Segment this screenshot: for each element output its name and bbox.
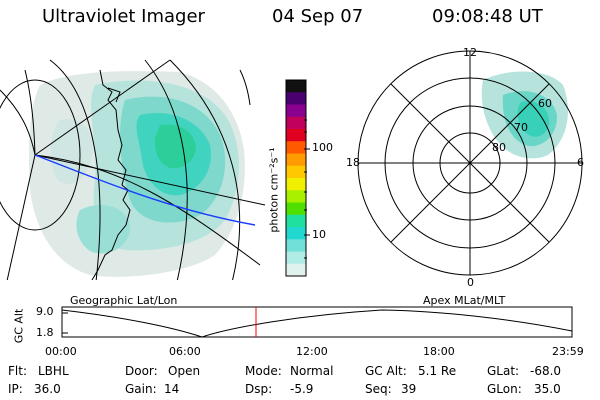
time-tick-2359: 23:59	[552, 345, 584, 358]
colorbar-segment	[286, 129, 306, 142]
altitude-curve	[61, 309, 573, 338]
altitude-plot	[61, 306, 573, 338]
colorbar-segment	[286, 92, 306, 105]
flt-label: Flt:	[8, 364, 27, 378]
mlat-label-60: 60	[538, 97, 552, 110]
gain-label: Gain:	[125, 382, 157, 396]
colorbar-segment	[286, 251, 306, 265]
door-label: Door:	[125, 364, 158, 378]
altitude-axis-label: GC Alt	[12, 308, 26, 344]
mlat-label-80: 80	[492, 141, 506, 154]
door-value: Open	[168, 364, 201, 378]
glat-value: -68.0	[530, 364, 562, 378]
apex-panel-label: Apex MLat/MLT	[423, 294, 506, 307]
flt-value: LBHL	[38, 364, 69, 378]
colorbar-segment	[286, 80, 306, 93]
date-label: 04 Sep 07	[272, 6, 364, 27]
colorbar-segment	[286, 263, 306, 277]
geographic-panel-label: Geographic Lat/Lon	[70, 294, 178, 307]
time-tick-1200: 12:00	[296, 345, 328, 358]
polar-emission-region	[481, 71, 568, 159]
colorbar-tick-10: 10	[312, 228, 326, 241]
time-tick-0600: 06:00	[169, 345, 201, 358]
dsp-label: Dsp:	[245, 382, 273, 396]
aurora-emission-region	[29, 71, 245, 277]
polar-plot	[357, 50, 583, 276]
instrument-title: Ultraviolet Imager	[42, 6, 205, 27]
ip-value: 36.0	[34, 382, 61, 396]
colorbar-border	[285, 79, 307, 277]
mode-label: Mode:	[245, 364, 282, 378]
mlt-label-18: 18	[346, 156, 360, 169]
colorbar-segment	[286, 116, 306, 130]
colorbar-ticks	[304, 119, 310, 259]
colorbar-segment	[286, 104, 306, 118]
dsp-value: -5.9	[290, 382, 314, 396]
gc-alt-label: GC Alt:	[365, 364, 407, 378]
coastline-outline	[91, 69, 131, 280]
orbit-track	[34, 154, 256, 226]
colorbar-segment	[286, 227, 306, 240]
colorbar-segment	[286, 214, 306, 228]
mlt-label-12: 12	[463, 46, 477, 59]
seq-label: Seq:	[365, 382, 392, 396]
colorbar	[285, 79, 307, 277]
mlt-label-0: 0	[467, 276, 474, 289]
time-tick-1800: 18:00	[423, 345, 455, 358]
mlt-label-6: 6	[577, 156, 584, 169]
time-label: 09:08:48 UT	[432, 6, 543, 27]
colorbar-segment	[286, 141, 306, 154]
colorbar-unit-label: photon cm⁻²s⁻¹	[267, 147, 281, 233]
glon-value: 35.0	[534, 382, 561, 396]
colorbar-segment	[286, 165, 306, 179]
seq-value: 39	[401, 382, 417, 396]
glat-label: GLat:	[487, 364, 520, 378]
colorbar-tick-100: 100	[312, 141, 333, 154]
glon-label: GLon:	[487, 382, 522, 396]
colorbar-segment	[286, 190, 306, 203]
gain-value: 14	[164, 382, 180, 396]
altitude-y-tick-max: 9.0	[36, 305, 54, 318]
altitude-y-tick-min: 1.8	[36, 326, 54, 339]
colorbar-segment	[286, 239, 306, 252]
mlat-label-70: 70	[514, 121, 528, 134]
colorbar-segment	[286, 153, 306, 167]
time-tick-0000: 00:00	[45, 345, 77, 358]
ip-label: IP:	[8, 382, 23, 396]
gc-alt-value: 5.1 Re	[418, 364, 457, 378]
colorbar-segment	[286, 202, 306, 216]
mode-value: Normal	[290, 364, 334, 378]
geographic-image-panel	[0, 59, 266, 280]
geographic-grid	[0, 59, 266, 280]
colorbar-segment	[286, 178, 306, 191]
polar-grid	[357, 50, 583, 276]
